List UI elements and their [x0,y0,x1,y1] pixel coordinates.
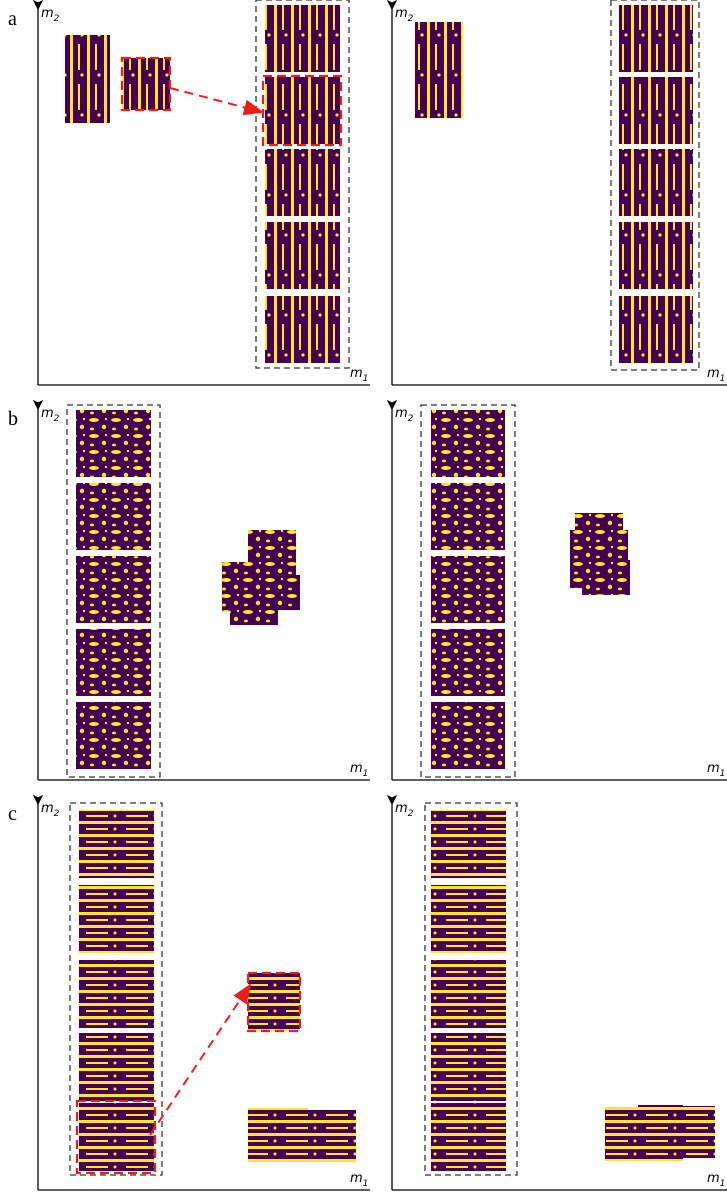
micrograph [79,960,154,1028]
y-axis-label: m2 [395,406,414,424]
micrograph [265,5,340,72]
micrograph [431,1103,506,1171]
micrograph [65,35,110,123]
x-axis-label: m1 [707,366,725,384]
micrograph [79,1033,154,1101]
micrograph [431,885,506,953]
micrograph [619,222,693,289]
axis-subscript: 1 [720,374,726,384]
micrograph [638,1105,683,1161]
micrograph [619,149,693,216]
axis-symbol: m [350,366,363,381]
x-axis-label: m1 [707,1171,725,1189]
axis-subscript: 1 [720,769,726,779]
micrograph [265,149,340,216]
arrow [170,88,262,112]
micrograph [431,702,505,769]
axis-subscript: 2 [408,809,414,819]
axis-subscript: 1 [363,769,369,779]
micrograph [619,5,693,72]
axis-symbol: m [41,801,54,816]
micrograph [76,483,151,550]
panel-label: b [8,408,18,430]
axis-symbol: m [395,801,408,816]
y-axis-label: m2 [41,6,60,24]
micrograph [265,77,340,144]
x-axis-label: m1 [707,761,725,779]
micrograph [79,885,154,953]
page: am2m1m2m1bm2m1m2m1cm2m1m2m1 (() => { con… [0,0,727,1196]
micrograph [122,58,170,110]
axis-subscript: 1 [363,1179,369,1189]
micrograph [431,410,505,477]
axis-symbol: m [707,366,720,381]
axis-symbol: m [707,761,720,776]
micrograph [431,1033,506,1101]
y-axis-label: m2 [41,406,60,424]
axis-subscript: 2 [54,414,60,424]
micrograph [431,810,506,878]
axis-symbol: m [41,6,54,21]
micrograph [431,629,505,696]
micrograph [680,1106,715,1158]
micrograph [265,296,340,363]
micrograph [431,960,506,1028]
micrograph [265,222,340,289]
y-axis-label: m2 [41,801,60,819]
micrograph [582,560,630,595]
axis-symbol: m [707,1171,720,1186]
axis-symbol: m [350,1171,363,1186]
axis-symbol: m [350,761,363,776]
axis-subscript: 2 [408,14,414,24]
micrograph [230,600,278,625]
micrograph [79,1103,154,1171]
micrograph [76,556,151,623]
micrograph [415,22,463,118]
panel-label: c [8,803,17,825]
micrograph [248,1108,308,1162]
micrograph [248,973,300,1031]
micrograph [619,77,693,144]
panel-label: a [8,8,17,30]
figure: am2m1m2m1bm2m1m2m1cm2m1m2m1 [0,0,727,1196]
axis-subscript: 2 [54,809,60,819]
micrograph [305,1110,356,1162]
y-axis-label: m2 [395,801,414,819]
micrograph [76,629,151,696]
micrograph [79,810,154,878]
micrograph [76,410,151,477]
axis-subscript: 2 [54,14,60,24]
axis-symbol: m [395,406,408,421]
micrograph [76,702,151,769]
axis-subscript: 2 [408,414,414,424]
micrograph [431,556,505,623]
x-axis-label: m1 [350,761,368,779]
arrow [150,985,250,1135]
x-axis-label: m1 [350,1171,368,1189]
axis-symbol: m [395,6,408,21]
x-axis-label: m1 [350,366,368,384]
axis-subscript: 1 [720,1179,726,1189]
axis-subscript: 1 [363,374,369,384]
axis-symbol: m [41,406,54,421]
micrograph [431,483,505,550]
y-axis-label: m2 [395,6,414,24]
micrograph [619,296,693,363]
